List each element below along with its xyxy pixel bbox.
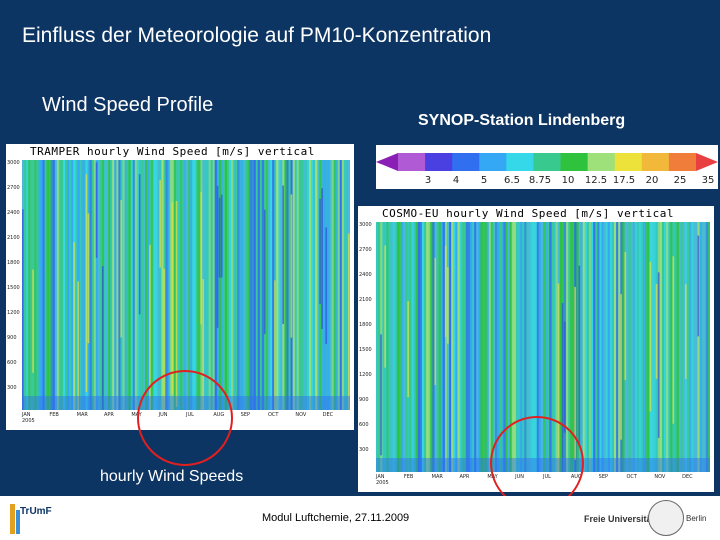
y-tick-label: 2400 bbox=[359, 272, 372, 278]
y-tick-label: 1800 bbox=[7, 260, 20, 266]
colorbar-tick-label: 5 bbox=[480, 175, 488, 186]
x-tick-label: APR bbox=[104, 412, 114, 418]
trumf-logo-icon bbox=[10, 504, 20, 534]
x-tick-label: SEP bbox=[598, 474, 609, 480]
colorbar-tick-label: 3 bbox=[424, 175, 432, 186]
y-tick-label: 3000 bbox=[7, 160, 20, 166]
x-tick-label: FEB bbox=[403, 474, 414, 480]
colorbar-tick-label: 35 bbox=[701, 175, 715, 186]
fu-seal-icon bbox=[648, 500, 684, 536]
slide-title: Einfluss der Meteorologie auf PM10-Konze… bbox=[22, 24, 492, 47]
y-tick-label: 900 bbox=[7, 335, 17, 341]
trumf-logo-text: TrUmF bbox=[20, 506, 52, 517]
station-label: SYNOP-Station Lindenberg bbox=[418, 112, 626, 129]
footer-bar bbox=[0, 496, 720, 540]
fu-logo-text: Freie Universität bbox=[584, 514, 655, 524]
y-tick-label: 2700 bbox=[359, 247, 372, 253]
colorbar-gradient bbox=[376, 153, 718, 171]
colorbar-tick-label: 8.75 bbox=[528, 175, 552, 186]
tramper-panel: TRAMPER hourly Wind Speed [m/s] vertical… bbox=[6, 144, 354, 430]
x-tick-label: DEC bbox=[322, 412, 334, 418]
y-tick-label: 1200 bbox=[359, 372, 372, 378]
y-tick-label: 2700 bbox=[7, 185, 20, 191]
x-tick-label: SEP bbox=[240, 412, 251, 418]
y-tick-label: 600 bbox=[7, 360, 17, 366]
y-tick-label: 3000 bbox=[359, 222, 372, 228]
tramper-panel-title: TRAMPER hourly Wind Speed [m/s] vertical… bbox=[30, 145, 315, 174]
x-tick-label: NOV bbox=[654, 474, 666, 480]
cosmo-wind-plot bbox=[376, 222, 710, 472]
x-tick-label: FEB bbox=[49, 412, 59, 418]
fu-logo-city: Berlin bbox=[686, 514, 707, 523]
x-tick-label: DEC bbox=[682, 474, 693, 480]
footer-text: Modul Luftchemie, 27.11.2009 bbox=[262, 512, 410, 524]
x-tick-label: MAR bbox=[431, 474, 443, 480]
caption: hourly Wind Speeds bbox=[100, 468, 244, 485]
colorbar-tick-label: 20 bbox=[645, 175, 659, 186]
x-tick-label: OCT bbox=[626, 474, 637, 480]
highlight-circle-left bbox=[137, 370, 233, 466]
y-tick-label: 1500 bbox=[359, 347, 372, 353]
cosmo-panel: COSMO-EU hourly Wind Speed [m/s] vertica… bbox=[358, 206, 714, 492]
y-tick-label: 300 bbox=[7, 385, 17, 391]
y-tick-label: 2100 bbox=[7, 235, 20, 241]
x-tick-label: MAY bbox=[131, 412, 142, 418]
colorbar-tick-label: 6.5 bbox=[504, 175, 520, 186]
x-tick-label: JAN 2005 bbox=[22, 412, 35, 424]
y-tick-label: 2400 bbox=[7, 210, 20, 216]
x-tick-label: OCT bbox=[268, 412, 279, 418]
y-tick-label: 2100 bbox=[359, 297, 372, 303]
x-tick-label: NOV bbox=[295, 412, 307, 418]
y-tick-label: 900 bbox=[359, 397, 369, 403]
colorbar-tick-label: 17.5 bbox=[612, 175, 636, 186]
y-tick-label: 600 bbox=[359, 422, 369, 428]
tramper-wind-plot bbox=[22, 160, 350, 410]
y-tick-label: 1200 bbox=[7, 310, 20, 316]
y-tick-label: 1800 bbox=[359, 322, 372, 328]
colorbar-tick-label: 10 bbox=[561, 175, 575, 186]
colorbar-tick-label: 12.5 bbox=[584, 175, 608, 186]
colorbar-tick-label: 4 bbox=[452, 175, 460, 186]
y-tick-label: 1500 bbox=[7, 285, 20, 291]
x-tick-label: APR bbox=[459, 474, 470, 480]
colorbar-tick-label: 25 bbox=[673, 175, 687, 186]
slide-subtitle: Wind Speed Profile bbox=[42, 94, 214, 116]
cosmo-panel-title: COSMO-EU hourly Wind Speed [m/s] vertica… bbox=[382, 207, 675, 236]
colorbar: 3 4 5 6.5 8.75 10 12.5 17.5 20 25 35 bbox=[376, 145, 718, 189]
y-tick-label: 300 bbox=[359, 447, 369, 453]
x-tick-label: MAR bbox=[76, 412, 88, 418]
x-tick-label: JAN 2005 bbox=[376, 474, 389, 486]
